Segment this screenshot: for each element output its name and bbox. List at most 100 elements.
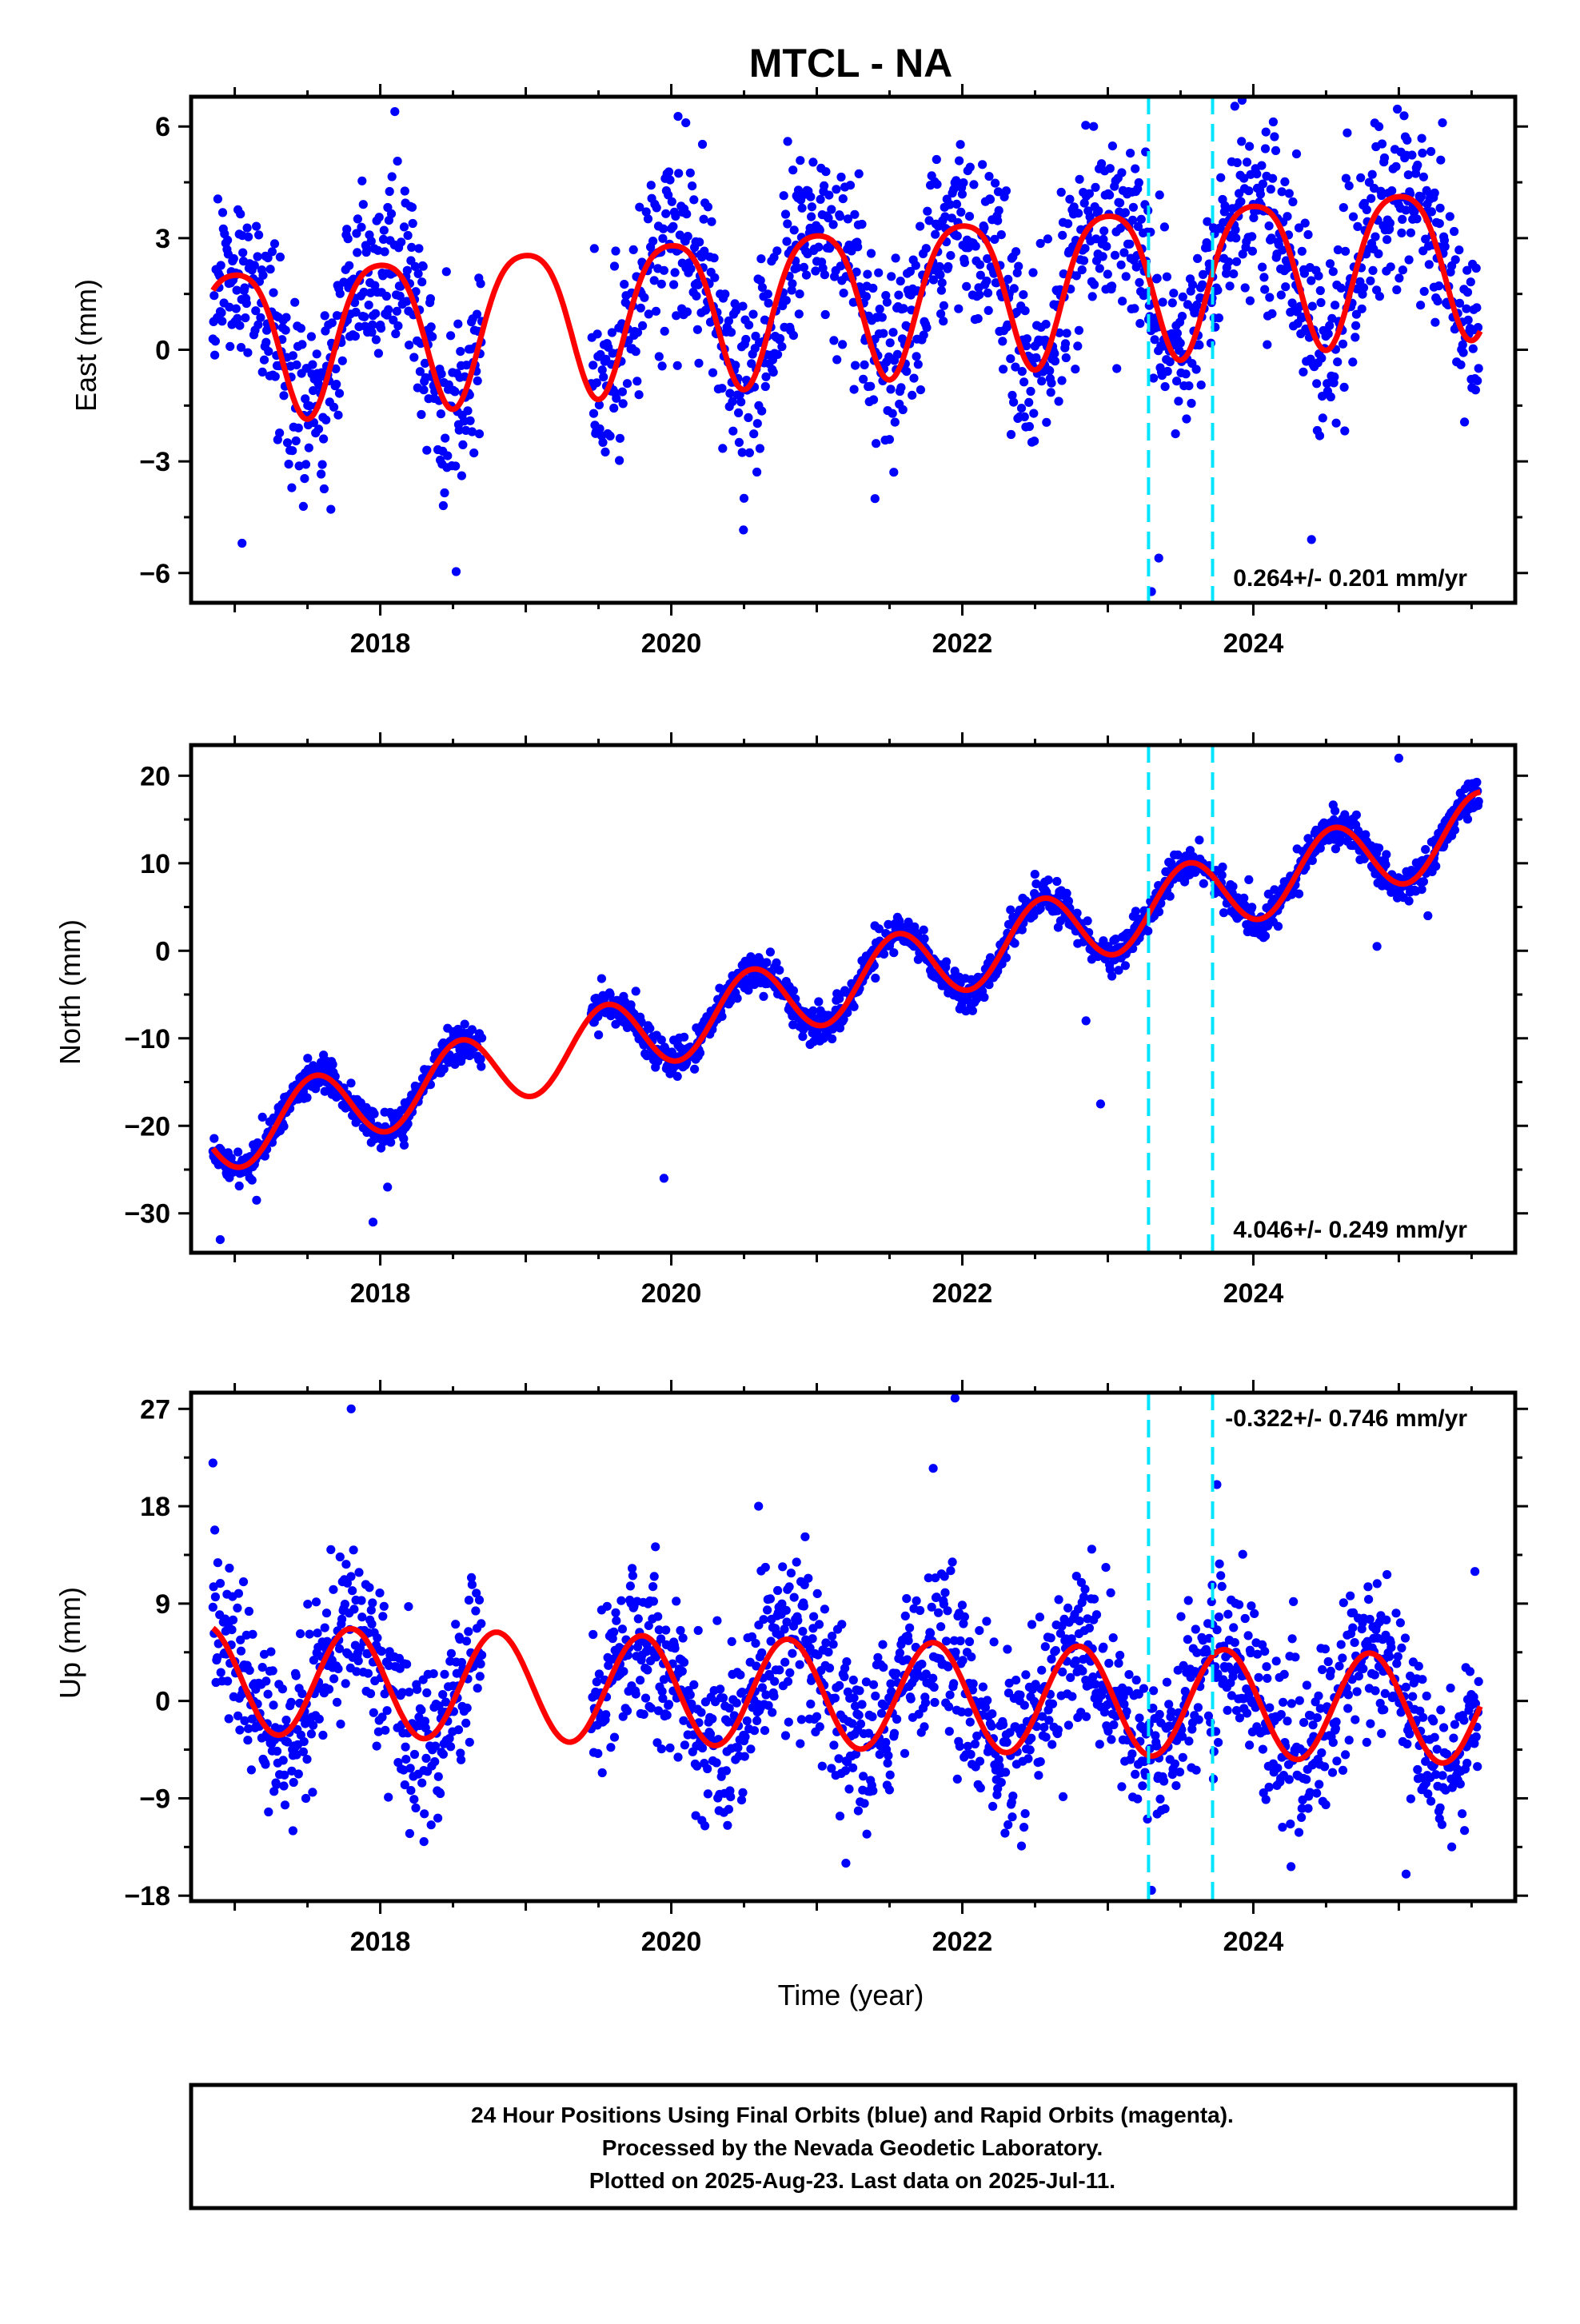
east-data-point: [859, 375, 868, 384]
east-data-point: [808, 157, 817, 166]
east-data-point: [756, 444, 764, 452]
up-data-point: [1026, 1745, 1035, 1754]
east-data-point: [1168, 298, 1177, 307]
east-data-point: [1037, 377, 1046, 385]
east-data-point: [740, 494, 748, 503]
east-data-point: [1155, 554, 1163, 563]
east-data-point: [635, 390, 644, 399]
up-data-point: [223, 1676, 232, 1685]
east-data-point: [744, 321, 753, 329]
east-data-point: [1303, 230, 1312, 239]
up-data-point: [434, 1772, 443, 1781]
north-data-point: [1031, 870, 1039, 879]
up-data-point: [943, 1606, 952, 1615]
up-data-point: [301, 1794, 310, 1803]
east-data-point: [281, 326, 290, 335]
up-data-point: [476, 1672, 485, 1680]
up-data-point: [369, 1708, 378, 1717]
east-data-point: [1248, 247, 1257, 256]
up-data-point: [211, 1593, 220, 1601]
up-data-point: [813, 1589, 822, 1598]
east-data-point: [225, 342, 234, 351]
east-data-point: [317, 469, 325, 478]
up-data-point: [905, 1624, 914, 1632]
east-data-point: [611, 246, 620, 255]
up-data-point: [1078, 1667, 1087, 1676]
east-data-point: [789, 331, 798, 340]
east-data-point: [710, 273, 719, 282]
east-data-point: [874, 269, 883, 277]
east-data-point: [1386, 262, 1395, 271]
east-data-point: [820, 270, 829, 279]
up-data-point: [247, 1765, 256, 1774]
up-data-point: [773, 1586, 782, 1595]
up-data-point: [333, 1664, 342, 1673]
east-data-point: [417, 410, 425, 419]
east-data-point: [1359, 283, 1368, 292]
up-data-point: [1007, 1812, 1016, 1821]
east-data-point: [1045, 366, 1054, 375]
up-data-point: [855, 1686, 864, 1695]
east-data-point: [1339, 340, 1347, 349]
up-data-point: [217, 1668, 225, 1677]
east-data-point: [902, 367, 911, 376]
east-data-point: [1451, 255, 1460, 264]
east-xtick-label: 2024: [1223, 628, 1284, 659]
up-data-point: [976, 1784, 985, 1792]
up-data-point: [1051, 1646, 1060, 1655]
east-data-point: [965, 212, 974, 221]
east-data-point: [243, 224, 252, 233]
east-data-point: [698, 140, 707, 149]
east-data-point: [292, 436, 301, 445]
east-data-point: [999, 365, 1007, 373]
up-data-point: [373, 1633, 381, 1642]
north-data-point: [775, 966, 784, 975]
east-data-point: [1345, 181, 1354, 190]
east-data-point: [217, 317, 226, 325]
east-data-point: [463, 406, 472, 415]
east-data-point: [829, 336, 838, 345]
east-data-point: [855, 169, 864, 178]
north-data-point: [1331, 807, 1339, 815]
east-data-point: [393, 321, 402, 330]
east-data-point: [1269, 118, 1278, 126]
north-data-point: [594, 1030, 603, 1039]
up-data-point: [245, 1607, 253, 1616]
up-data-point: [936, 1622, 945, 1631]
up-data-point: [468, 1581, 477, 1589]
east-data-point: [403, 266, 412, 275]
east-data-point: [1378, 139, 1386, 148]
up-data-point: [951, 1648, 960, 1656]
east-data-point: [385, 187, 394, 196]
east-data-point: [1241, 283, 1250, 292]
east-data-point: [243, 349, 252, 357]
up-data-point: [439, 1750, 448, 1759]
east-data-point: [261, 338, 270, 347]
east-data-point: [229, 254, 238, 263]
up-data-point: [366, 1689, 375, 1698]
east-data-point: [1281, 282, 1290, 291]
east-data-point: [816, 195, 825, 204]
up-data-point: [1000, 1828, 1009, 1837]
east-data-point: [862, 292, 871, 301]
east-data-point: [1450, 227, 1458, 236]
east-data-point: [213, 194, 222, 203]
east-data-point: [814, 243, 823, 252]
east-data-point: [686, 265, 695, 273]
east-data-point: [382, 292, 391, 301]
up-data-point: [835, 1681, 844, 1690]
up-data-point: [902, 1594, 911, 1603]
east-data-point: [756, 254, 765, 263]
up-data-point: [752, 1716, 761, 1725]
east-data-point: [1237, 137, 1246, 145]
east-data-point: [888, 328, 897, 337]
up-data-point: [465, 1738, 474, 1747]
east-data-point: [329, 403, 338, 412]
up-data-point: [1003, 1820, 1012, 1829]
up-data-point: [279, 1756, 288, 1764]
north-data-point: [1382, 850, 1390, 859]
north-data-point: [1394, 754, 1403, 763]
east-data-point: [912, 352, 921, 361]
east-data-point: [946, 251, 955, 260]
north-data-point: [1405, 896, 1414, 905]
